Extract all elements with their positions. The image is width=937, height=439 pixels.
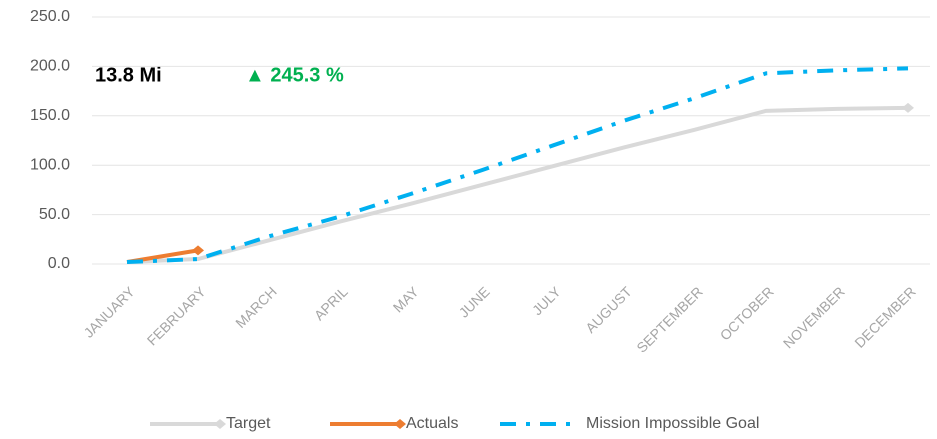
end-marker bbox=[192, 245, 204, 256]
end-marker bbox=[902, 102, 914, 113]
x-tick-label: APRIL bbox=[311, 283, 351, 323]
x-tick-label: OCTOBER bbox=[717, 283, 777, 343]
annotation: 13.8 Mi bbox=[95, 64, 162, 86]
y-tick-label: 100.0 bbox=[30, 156, 70, 173]
x-tick-label: DECEMBER bbox=[851, 283, 918, 350]
x-tick-label: MAY bbox=[390, 283, 422, 315]
legend-marker bbox=[394, 419, 406, 429]
y-tick-label: 150.0 bbox=[30, 107, 70, 124]
x-tick-label: MARCH bbox=[232, 283, 280, 331]
x-tick-label: AUGUST bbox=[582, 283, 635, 336]
x-tick-label: NOVEMBER bbox=[780, 283, 848, 351]
series-line bbox=[126, 105, 909, 265]
annotation: ▲ 245.3 % bbox=[245, 64, 344, 86]
x-tick-label: FEBRUARY bbox=[144, 283, 210, 349]
series-line bbox=[126, 66, 909, 265]
x-tick-label: JANUARY bbox=[80, 283, 138, 341]
legend-label: Actuals bbox=[406, 415, 458, 432]
x-tick-label: JUNE bbox=[456, 283, 493, 320]
x-tick-label: SEPTEMBER bbox=[633, 283, 705, 355]
y-tick-label: 250.0 bbox=[30, 8, 70, 25]
x-tick-label: JULY bbox=[529, 283, 564, 318]
legend-label: Target bbox=[226, 415, 271, 432]
legend-label: Mission Impossible Goal bbox=[586, 415, 759, 432]
y-tick-label: 200.0 bbox=[30, 58, 70, 75]
y-tick-label: 0.0 bbox=[48, 255, 70, 272]
legend-marker bbox=[214, 419, 226, 429]
y-tick-label: 50.0 bbox=[39, 206, 70, 223]
